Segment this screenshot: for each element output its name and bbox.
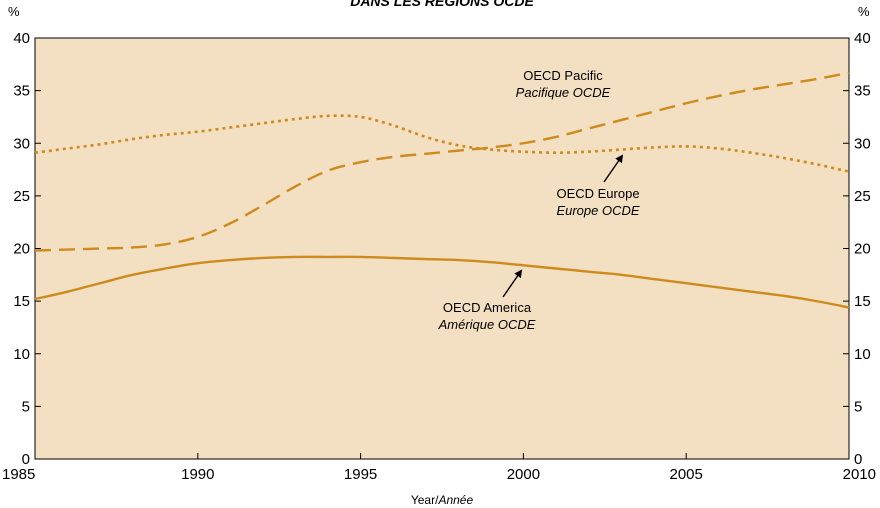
annotation-pacific-en: OECD Pacific [523, 68, 603, 83]
series-line-oecd-europe [34, 114, 850, 173]
y-tick-label-left-25: 25 [13, 188, 30, 205]
x-axis-label-en: Year/ [411, 493, 439, 507]
y-tick-label-left-20: 20 [13, 241, 30, 258]
series-line-oecd-pacific [34, 71, 850, 252]
y-tick-label-right-35: 35 [854, 83, 871, 100]
y-tick-label-right-25: 25 [854, 188, 871, 205]
y-unit-right: % [858, 4, 870, 19]
y-tick-label-left-30: 30 [13, 135, 30, 152]
annotation-pacific-fr: Pacifique OCDE [516, 85, 611, 100]
y-tick-label-right-20: 20 [854, 241, 871, 258]
x-tick-label-1990: 1990 [181, 466, 214, 483]
y-tick-label-right-0: 0 [854, 451, 862, 468]
y-tick-label-right-30: 30 [854, 135, 871, 152]
y-tick-label-left-15: 15 [13, 293, 30, 310]
chart-title: DANS LES RÉGIONS OCDE [350, 0, 534, 9]
y-axis-ticks: 0 0 5 5 10 10 15 15 20 20 25 25 30 30 35 35 40 40 [13, 30, 870, 468]
series-lines [34, 71, 850, 309]
y-tick-label-left-0: 0 [22, 451, 30, 468]
annotation-oecd-pacific: OECD Pacific Pacifique OCDE [516, 68, 611, 100]
y-unit-left: % [8, 4, 20, 19]
annotation-america-fr: Amérique OCDE [438, 317, 536, 332]
annotation-oecd-europe: OECD Europe Europe OCDE [556, 154, 640, 218]
x-tick-label-1995: 1995 [344, 466, 377, 483]
arrow-america [502, 269, 523, 298]
x-axis-label: Year/Année [411, 493, 474, 507]
x-tick-label-1985: 1985 [2, 466, 35, 483]
x-axis-label-fr: Année [437, 493, 473, 507]
x-tick-label-2000: 2000 [507, 466, 540, 483]
y-tick-label-left-5: 5 [22, 398, 30, 415]
annotation-america-en: OECD America [443, 300, 532, 315]
y-tick-label-left-35: 35 [13, 83, 30, 100]
arrow-europe [603, 154, 624, 183]
y-tick-label-right-10: 10 [854, 346, 871, 363]
y-tick-label-right-15: 15 [854, 293, 871, 310]
x-axis-ticks: 1985 1990 1995 2000 2005 2010 [2, 453, 876, 483]
y-tick-label-right-40: 40 [854, 30, 871, 47]
y-tick-label-left-10: 10 [13, 346, 30, 363]
y-tick-label-left-40: 40 [13, 30, 30, 47]
plot-background [34, 37, 850, 460]
x-tick-label-2005: 2005 [670, 466, 703, 483]
y-tick-label-right-5: 5 [854, 398, 862, 415]
annotation-europe-fr: Europe OCDE [556, 203, 639, 218]
x-tick-label-2010: 2010 [843, 466, 876, 483]
annotation-oecd-america: OECD America Amérique OCDE [438, 269, 536, 332]
annotation-europe-en: OECD Europe [556, 186, 639, 201]
series-line-oecd-america [34, 255, 850, 309]
